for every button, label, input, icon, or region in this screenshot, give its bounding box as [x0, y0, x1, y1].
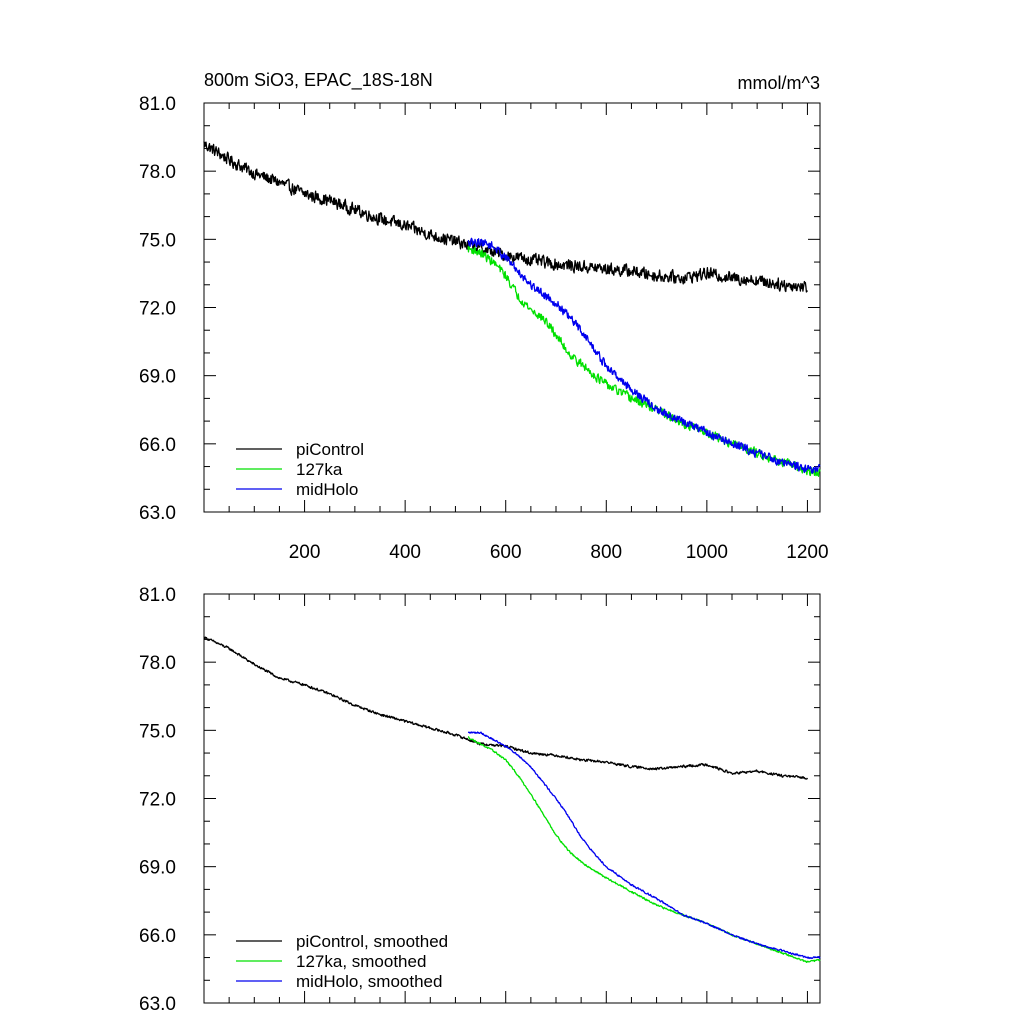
x-tick-label: 1200	[786, 542, 828, 563]
y-tick-label: 75.0	[139, 721, 176, 742]
x-tick-label: 800	[590, 542, 622, 563]
chart-title: 800m SiO3, EPAC_18S-18N	[204, 70, 433, 91]
panel-smoothed: 63.0 66.0 69.0 72.0 75.0 78.0 81.0 piControl, s…	[139, 585, 821, 1015]
x-tick-label: 400	[389, 542, 421, 563]
series-line-midholo	[467, 237, 821, 474]
units-label: mmol/m^3	[738, 73, 820, 93]
y-tick-label: 81.0	[139, 585, 176, 606]
series-line-picontrol-smoothed	[203, 636, 808, 780]
y-tick-label: 63.0	[139, 994, 176, 1015]
x-tick-label: 200	[289, 542, 321, 563]
series-line-midholo-smoothed	[467, 731, 821, 960]
x-tick-label: 600	[490, 542, 522, 563]
y-tick-label: 66.0	[139, 435, 176, 456]
y-tick-label: 75.0	[139, 230, 176, 251]
legend-label: piControl, smoothed	[296, 932, 448, 951]
legend-label: midHolo, smoothed	[296, 972, 442, 991]
panel-raw: 63.0 66.0 69.0 72.0 75.0 78.0 81.0 200 400 600 800…	[139, 70, 829, 563]
legend-label: 127ka, smoothed	[296, 952, 426, 971]
y-tick-label: 66.0	[139, 926, 176, 947]
y-tick-label: 72.0	[139, 299, 176, 320]
series-line-picontrol	[203, 141, 808, 293]
legend-label: 127ka	[296, 460, 343, 479]
y-tick-label: 69.0	[139, 858, 176, 879]
x-tick-label: 1000	[686, 542, 728, 563]
legend-label: midHolo	[296, 480, 358, 499]
y-tick-label: 78.0	[139, 653, 176, 674]
series-line-127ka-smoothed	[467, 736, 821, 963]
y-tick-label: 69.0	[139, 367, 176, 388]
y-tick-label: 63.0	[139, 503, 176, 524]
y-tick-label: 78.0	[139, 162, 176, 183]
y-tick-label: 72.0	[139, 790, 176, 811]
y-tick-label: 81.0	[139, 94, 176, 115]
series-line-127ka	[467, 245, 821, 477]
legend-label: piControl	[296, 440, 364, 459]
